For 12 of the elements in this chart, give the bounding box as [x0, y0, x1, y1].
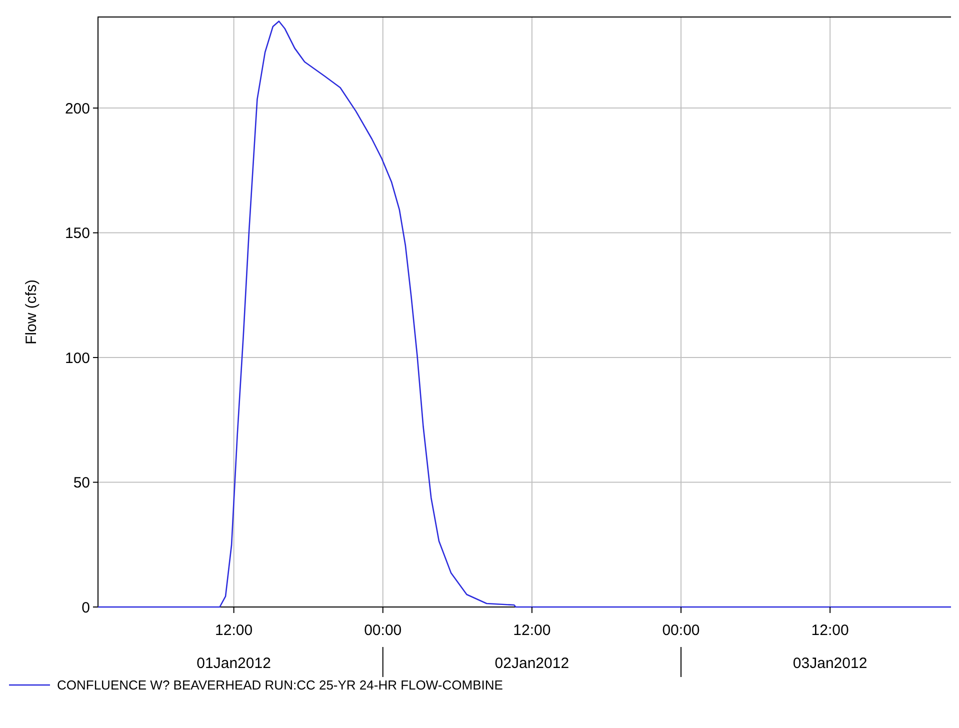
- x-tick-label: 12:00 01Jan2012: [196, 622, 271, 672]
- y-tick-label: 50: [73, 474, 90, 492]
- y-tick-label: 0: [82, 599, 90, 616]
- y-axis-title: Flow (cfs): [23, 280, 40, 344]
- x-tick-label: 12:00 02Jan2012: [494, 622, 570, 672]
- x-tick-label: 12:00 03Jan2012: [792, 622, 868, 672]
- x-tick-label: 00:00: [662, 622, 700, 639]
- legend-label: CONFLUENCE W? BEAVERHEAD RUN:CC 25-YR 24-HR FLOW-COMBINE: [57, 678, 504, 693]
- y-tick-label: 100: [64, 350, 90, 367]
- y-tick-label: 150: [64, 225, 90, 242]
- x-tick-label: 00:00: [364, 622, 402, 639]
- y-tick-label: 200: [64, 100, 90, 118]
